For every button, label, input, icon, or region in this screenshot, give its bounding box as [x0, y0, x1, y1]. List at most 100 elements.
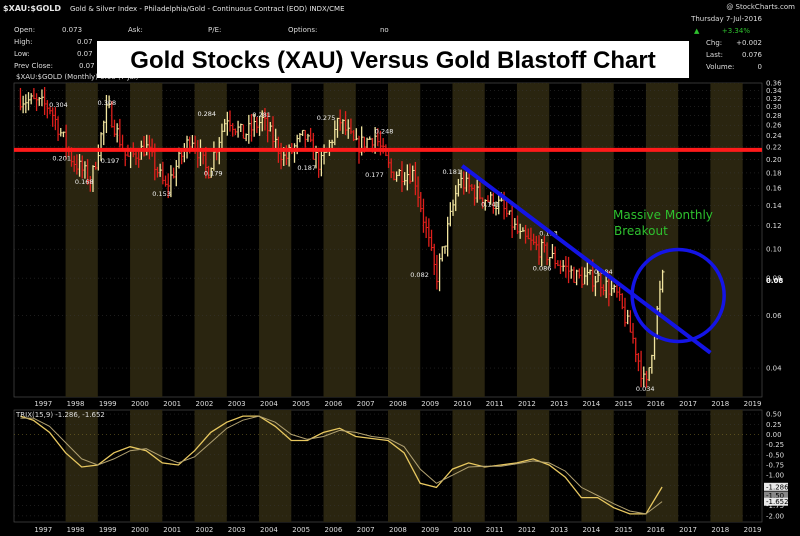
year-tick-label: 2000 [131, 400, 149, 408]
year-tick-label: 2000 [131, 526, 149, 534]
last-value-label: 0.08 [766, 277, 783, 285]
price-annotation: 0.197 [101, 157, 120, 165]
year-tick-label: 2006 [325, 400, 343, 408]
year-tick-label: 2008 [389, 400, 407, 408]
change-pct: +3.34% [722, 27, 750, 35]
price-tick-label: 0.34 [766, 87, 782, 95]
year-tick-label: 2004 [260, 400, 278, 408]
trix-year-band [194, 410, 227, 522]
price-annotation: 0.141 [481, 201, 500, 209]
trix-year-band [130, 410, 163, 522]
date-label: Thursday 7-Jul-2016 [690, 15, 762, 23]
year-tick-label: 2009 [421, 526, 439, 534]
low-value: 0.07 [77, 50, 93, 58]
year-tick-label: 2007 [357, 526, 375, 534]
year-tick-label: 2013 [550, 400, 568, 408]
year-tick-label: 2014 [582, 400, 600, 408]
year-band [452, 83, 485, 397]
year-tick-label: 2015 [615, 400, 633, 408]
last-label: Last: [706, 51, 723, 59]
annotation-line2: Breakout [614, 224, 668, 238]
options-label: Options: [288, 26, 317, 34]
year-tick-label: 2012 [518, 400, 536, 408]
trix-axis-labels: 0.500.250.00-0.25-0.50-0.75-1.00-1.25-1.… [764, 411, 789, 520]
price-annotation: 0.153 [152, 190, 171, 198]
trix-legend: TRIX(15,9) -1.286, -1.652 [15, 411, 105, 419]
year-band [65, 83, 98, 397]
trix-gridlines [14, 413, 762, 517]
last-value: 0.076 [742, 51, 763, 59]
prevclose-label: Prev Close: [14, 62, 53, 70]
price-annotation: 0.248 [375, 127, 394, 135]
year-band [388, 83, 421, 397]
trix-value-label: -1.286 [766, 483, 789, 491]
price-annotation: 0.034 [636, 385, 655, 393]
trix-year-band [259, 410, 292, 522]
year-tick-label: 2008 [389, 526, 407, 534]
trix-lines [20, 415, 663, 515]
year-tick-label: 2016 [647, 400, 665, 408]
trix-year-band [323, 410, 356, 522]
ask-label: Ask: [128, 26, 143, 34]
main-legend: $XAU:$GOLD (Monthly) 0.08 (7 Jul) [16, 73, 139, 81]
trix-value-label: -1.50 [766, 492, 784, 500]
trix-tick-label: -1.00 [766, 472, 784, 480]
year-tick-label: 1998 [67, 400, 85, 408]
year-axis-bottom: 1997 1998 1999 2000 2001 2002 2003 2004 2005 2006… [34, 526, 761, 534]
pe-label: P/E: [208, 26, 221, 34]
price-tick-label: 0.36 [766, 80, 782, 88]
price-tick-label: 0.26 [766, 122, 782, 130]
price-annotation: 0.181 [442, 168, 461, 176]
price-tick-label: 0.04 [766, 365, 782, 373]
price-annotation: 0.275 [317, 114, 336, 122]
description-label: Gold & Silver Index - Philadelphia/Gold … [70, 5, 345, 13]
price-annotation: 0.168 [75, 178, 94, 186]
chg-label: Chg: [706, 39, 722, 47]
title-box [97, 41, 689, 78]
year-tick-label: 1999 [99, 526, 117, 534]
prevclose-value: 0.07 [79, 62, 95, 70]
high-label: High: [14, 38, 32, 46]
chart-title: Gold Stocks (XAU) Versus Gold Blastoff C… [97, 41, 689, 78]
trix-tick-label: 0.50 [766, 411, 782, 419]
trix-tick-label: 0.25 [766, 421, 782, 429]
year-tick-label: 2018 [711, 400, 729, 408]
open-value: 0.073 [62, 26, 82, 34]
options-value: no [380, 26, 389, 34]
year-axis-top: 1997 1998 1999 2000 2001 2002 2003 2004 2005 2006… [34, 400, 761, 408]
year-tick-label: 1997 [34, 400, 52, 408]
year-tick-label: 2013 [550, 526, 568, 534]
year-tick-label: 2018 [711, 526, 729, 534]
breakout-circle [630, 247, 726, 344]
price-annotation: 0.086 [533, 265, 552, 273]
year-tick-label: 2012 [518, 526, 536, 534]
year-tick-label: 2005 [292, 526, 310, 534]
volume-value: 0 [758, 63, 762, 71]
year-band [645, 83, 679, 397]
trix-line [20, 415, 663, 515]
trix-tick-label: -0.75 [766, 461, 784, 469]
price-annotation: 0.082 [410, 271, 429, 279]
price-tick-label: 0.08 [766, 275, 782, 283]
trend-line [460, 164, 712, 355]
year-band [581, 83, 614, 397]
year-tick-label: 1997 [34, 526, 52, 534]
year-bands [65, 83, 743, 397]
trix-value-box [764, 491, 788, 500]
price-tick-label: 0.32 [766, 95, 782, 103]
year-tick-label: 2002 [196, 400, 214, 408]
year-tick-label: 2011 [486, 526, 504, 534]
year-tick-label: 2017 [679, 526, 697, 534]
price-annotation: 0.179 [204, 170, 223, 178]
trix-value-label: -1.652 [766, 498, 789, 506]
year-tick-label: 2009 [421, 400, 439, 408]
price-annotation: 0.187 [297, 164, 316, 172]
open-label: Open: [14, 26, 35, 34]
trix-year-band [516, 410, 550, 522]
year-tick-label: 2003 [228, 400, 246, 408]
trix-year-band [388, 410, 421, 522]
trix-year-band [581, 410, 614, 522]
price-annotation: 0.308 [98, 99, 117, 107]
trix-tick-label: -2.00 [766, 512, 784, 520]
